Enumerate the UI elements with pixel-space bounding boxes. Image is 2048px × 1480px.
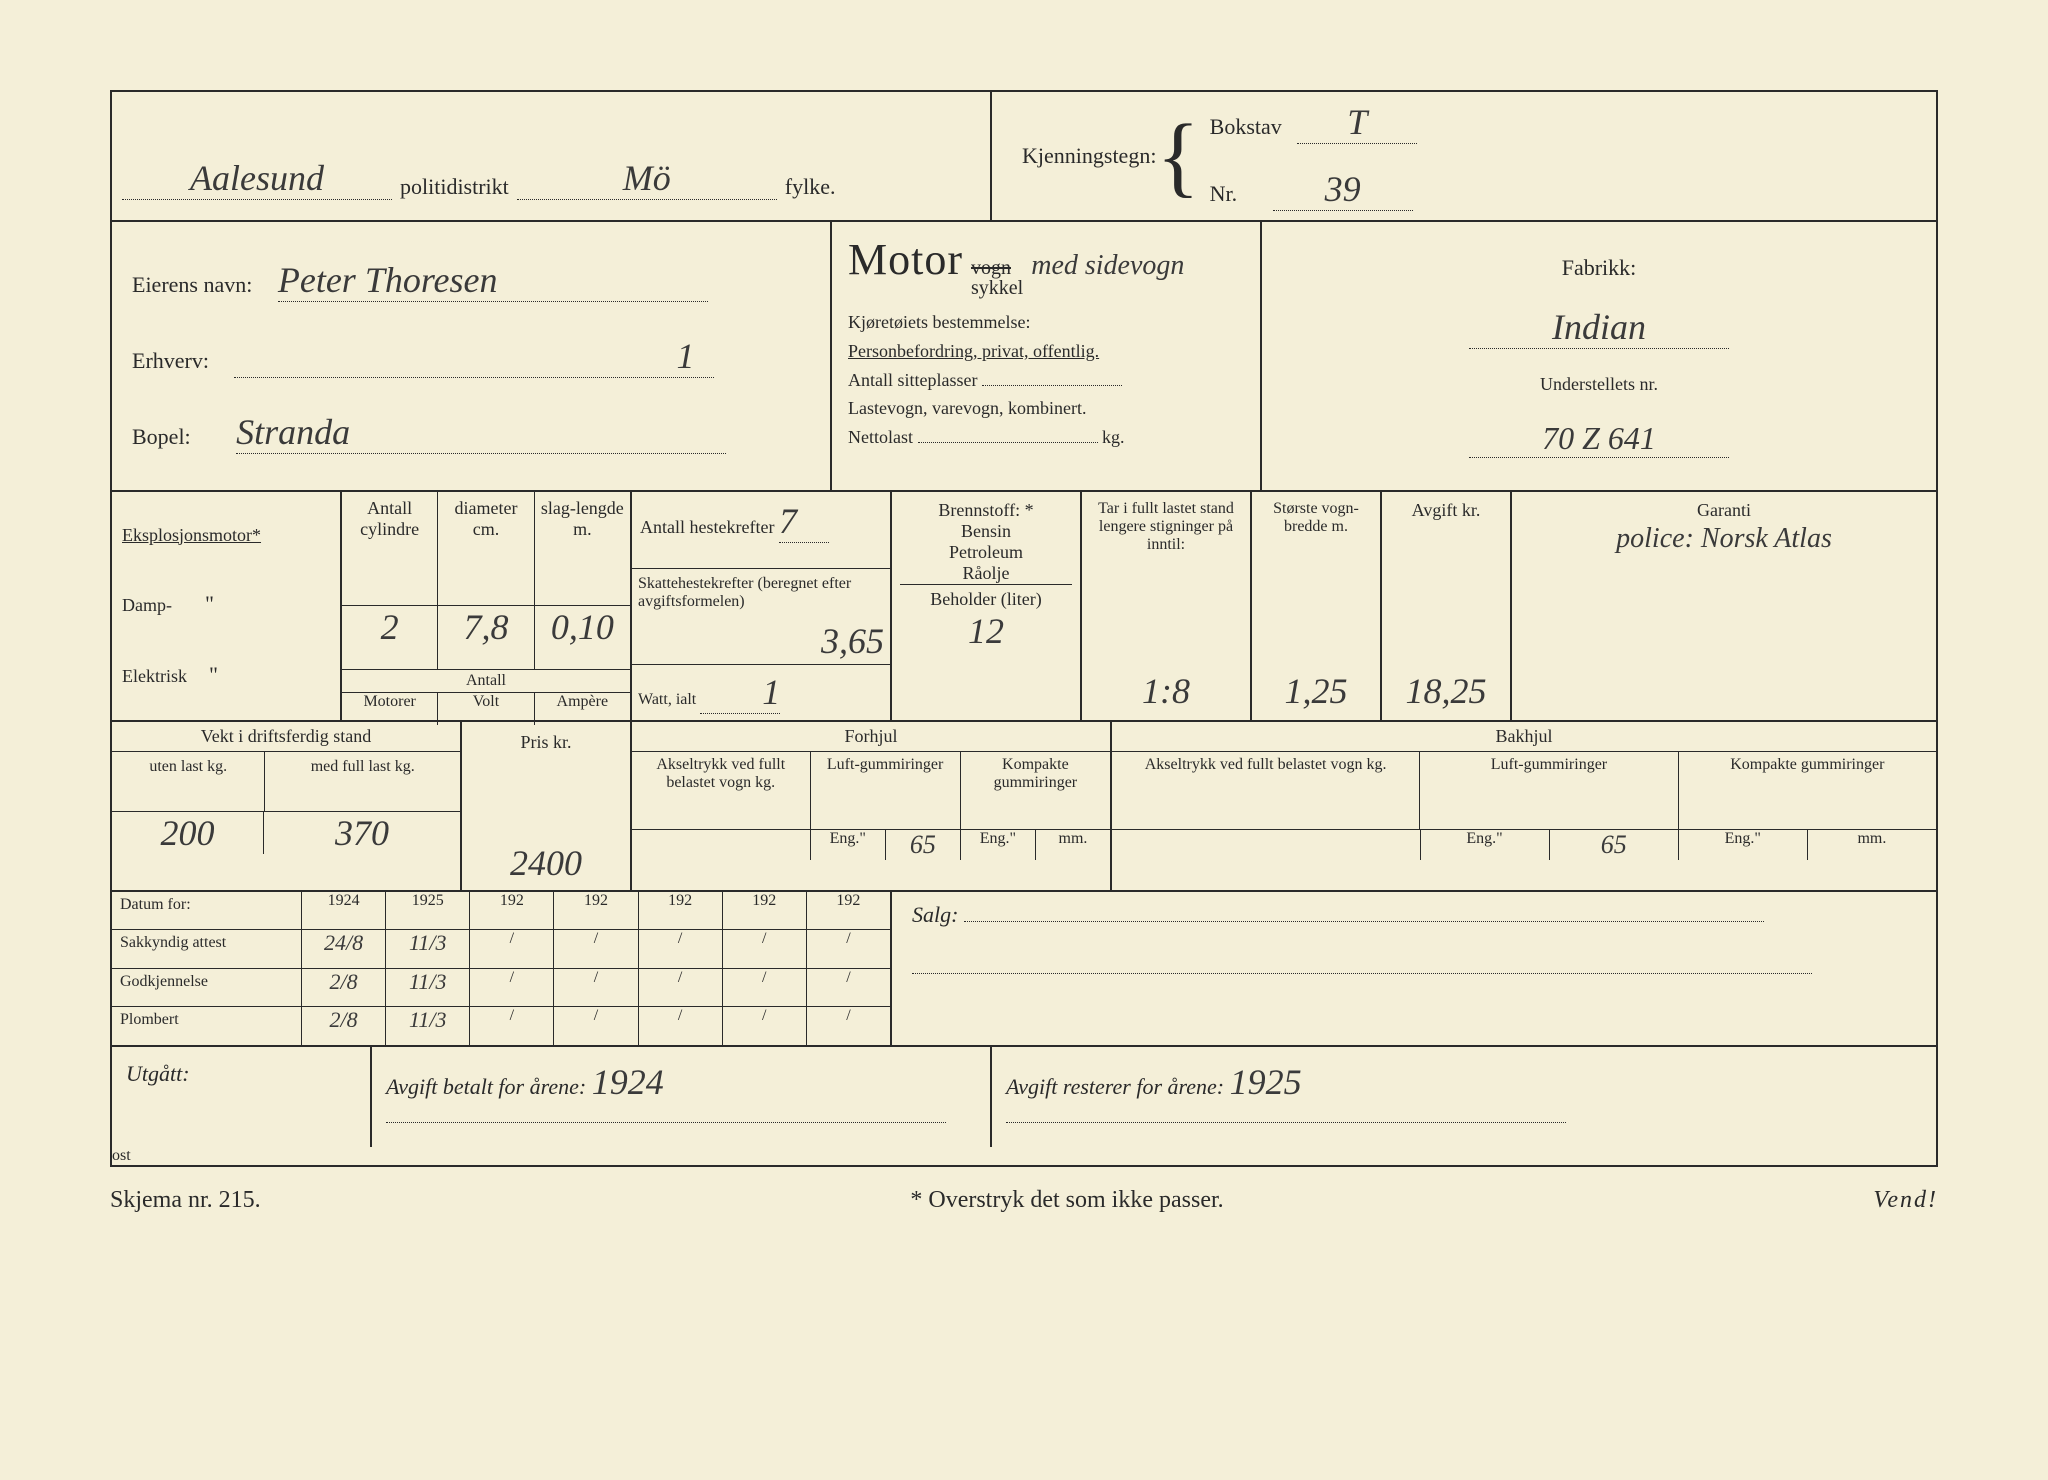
fabrikk-label: Fabrikk:: [1562, 255, 1637, 281]
bokstav-label: Bokstav: [1210, 114, 1282, 139]
understell-value: 70 Z 641: [1469, 420, 1729, 458]
forhjul-mm-value: 65: [886, 830, 961, 860]
sidecar-note: med sidevogn: [1031, 250, 1184, 282]
slag-label: slag-lengde m.: [541, 498, 624, 539]
med-last-value: 370: [264, 812, 460, 854]
bopel-label: Bopel:: [132, 424, 191, 449]
fylke-label: fylke.: [785, 174, 836, 200]
brace-icon: {: [1156, 125, 1199, 188]
bredde-value: 1,25: [1260, 670, 1372, 712]
slag-value: 0,10: [551, 607, 614, 647]
politidistrikt-value: Aalesund: [122, 157, 392, 200]
fabrikk-value: Indian: [1469, 306, 1729, 349]
avgift-rest-value: 1925: [1230, 1062, 1302, 1102]
politidistrikt-label: politidistrikt: [400, 174, 509, 200]
godkjennelse-label: Godkjennelse: [112, 969, 302, 1006]
cyl-value: 2: [381, 607, 399, 647]
garanti-label: Garanti: [1520, 500, 1928, 521]
skatte-label: Skattehestekrefter (beregnet efter avgif…: [638, 575, 851, 610]
registration-card: Aalesund politidistrikt Mö fylke. Kjenni…: [0, 0, 2048, 1480]
datum-label: Datum for:: [112, 892, 302, 929]
watt-label: Watt, ialt: [638, 691, 696, 708]
overstryk-note: * Overstryk det som ikke passer.: [910, 1187, 1223, 1214]
kjenningstegn-label: Kjenningstegn:: [1022, 143, 1156, 169]
uten-last-label: uten last kg.: [112, 752, 265, 811]
diameter-label: diameter cm.: [455, 498, 518, 539]
hk-label: Antall hestekrefter: [640, 517, 774, 537]
forhjul-label: Forhjul: [632, 722, 1110, 752]
diameter-value: 7,8: [463, 607, 508, 647]
erhverv-value: 1: [234, 335, 714, 378]
volt-label: Volt: [438, 693, 534, 725]
tar-value: 1:8: [1090, 670, 1242, 712]
bopel-value: Stranda: [236, 411, 726, 454]
sakkyndig-label: Sakkyndig attest: [112, 930, 302, 967]
erhverv-label: Erhverv:: [132, 348, 209, 373]
pris-label: Pris kr.: [462, 722, 630, 763]
nr-value: 39: [1273, 168, 1413, 211]
nettolast-unit: kg.: [1102, 427, 1125, 447]
elektrisk-label: Elektrisk: [122, 666, 187, 686]
cyl-label: Antall cylindre: [360, 498, 419, 539]
nr-label: Nr.: [1210, 181, 1238, 206]
motorer-label: Motorer: [342, 693, 438, 725]
brennstoff-opt0: Bensin: [900, 521, 1072, 542]
uten-last-value: 200: [112, 812, 264, 854]
beholder-value: 12: [900, 610, 1072, 652]
avgift-betalt-label: Avgift betalt for årene:: [386, 1074, 586, 1099]
understell-label: Understellets nr.: [1540, 374, 1658, 395]
lastevogn-label: Lastevogn, varevogn, kombinert.: [848, 394, 1244, 423]
avgift-betalt-value: 1924: [592, 1062, 664, 1102]
salg-label: Salg:: [912, 902, 958, 927]
tar-label: Tar i fullt lastet stand lengere stignin…: [1090, 500, 1242, 554]
eier-label: Eierens navn:: [132, 272, 252, 297]
brennstoff-opt1: Petroleum: [900, 542, 1072, 563]
med-last-label: med full last kg.: [265, 752, 460, 811]
pris-value: 2400: [462, 836, 630, 890]
ampere-label: Ampère: [535, 693, 630, 725]
vekt-label: Vekt i driftsferdig stand: [112, 722, 460, 752]
luft-f-label: Luft-gummiringer: [811, 752, 961, 829]
plombert-label: Plombert: [112, 1007, 302, 1045]
bestemmelse-label: Kjøretøiets bestemmelse:: [848, 308, 1244, 337]
vend-label: Vend!: [1873, 1187, 1938, 1214]
komp-b-label: Kompakte gummiringer: [1679, 752, 1936, 829]
sitteplasser-label: Antall sitteplasser: [848, 370, 977, 390]
aksel-f-label: Akseltrykk ved fullt belastet vogn kg.: [632, 752, 811, 829]
bakhjul-mm-value: 65: [1550, 830, 1679, 860]
form-frame: Aalesund politidistrikt Mö fylke. Kjenni…: [110, 90, 1938, 1167]
antall-label: Antall: [342, 670, 630, 693]
skjema-nr: Skjema nr. 215.: [110, 1187, 261, 1214]
beholder-label: Beholder (liter): [900, 584, 1072, 610]
utgatt-label: Utgått:: [126, 1061, 190, 1086]
hk-value: 7: [779, 500, 829, 543]
eksplosjon-label: Eksplosjonsmotor*: [122, 525, 330, 546]
garanti-value: police: Norsk Atlas: [1520, 521, 1928, 557]
avgift-rest-label: Avgift resterer for årene:: [1006, 1074, 1224, 1099]
eier-value: Peter Thoresen: [278, 259, 708, 302]
avgift-label: Avgift kr.: [1390, 500, 1502, 521]
damp-label: Damp-: [122, 595, 172, 615]
bredde-label: Største vogn-bredde m.: [1260, 500, 1372, 536]
watt-value: 1: [700, 671, 780, 714]
bakhjul-label: Bakhjul: [1112, 722, 1936, 752]
bestemmelse-options: Personbefordring, privat, offentlig.: [848, 341, 1099, 361]
aksel-b-label: Akseltrykk ved fullt belastet vogn kg.: [1112, 752, 1420, 829]
avgift-value: 18,25: [1390, 670, 1502, 712]
footer: Skjema nr. 215. * Overstryk det som ikke…: [110, 1187, 1938, 1214]
luft-b-label: Luft-gummiringer: [1420, 752, 1678, 829]
nettolast-label: Nettolast: [848, 427, 913, 447]
skatte-value: 3,65: [821, 620, 884, 662]
motor-title: Motor: [848, 234, 963, 285]
brennstoff-opt2: Råolje: [900, 563, 1072, 584]
vogn-striked: vogn: [971, 258, 1023, 278]
fylke-value: Mö: [517, 157, 777, 200]
sykkel-label: sykkel: [971, 278, 1023, 298]
komp-f-label: Kompakte gummiringer: [961, 752, 1110, 829]
bokstav-value: T: [1297, 101, 1417, 144]
brennstoff-label: Brennstoff: *: [900, 500, 1072, 521]
